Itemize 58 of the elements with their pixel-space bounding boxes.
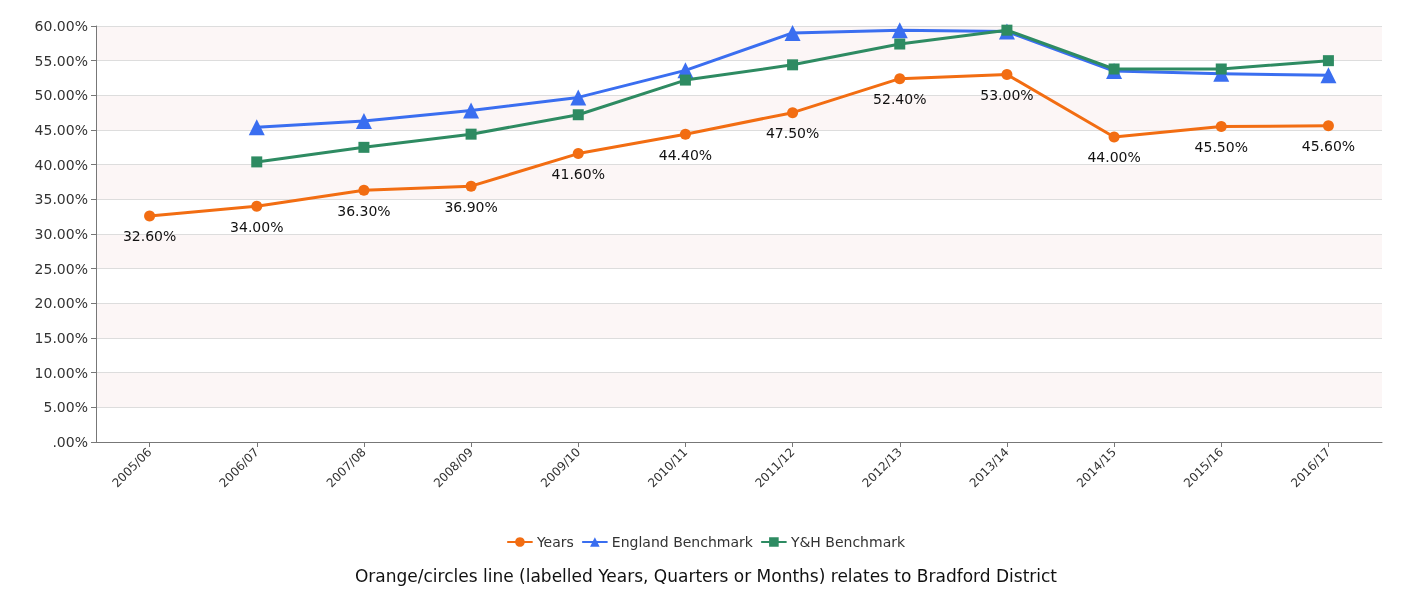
y-tick-label: 20.00%	[34, 295, 88, 312]
point	[679, 74, 691, 86]
y-tick-label: 10.00%	[34, 364, 88, 381]
text: Orange/circles line (labelled Years, Quarters or Months) relates to Bradford District	[354, 565, 1058, 586]
point	[679, 128, 691, 140]
data-label: 45.60%	[1301, 138, 1356, 155]
point	[465, 180, 477, 192]
data-label: 36.90%	[444, 198, 498, 215]
point	[358, 141, 370, 153]
point	[1322, 120, 1334, 132]
data-label: 52.40%	[873, 91, 927, 108]
point	[1108, 131, 1120, 143]
point	[251, 156, 263, 168]
point	[894, 73, 906, 85]
point	[144, 210, 156, 222]
point	[570, 89, 587, 106]
y-tick-label: 45.00%	[34, 122, 88, 138]
point	[572, 148, 584, 160]
y-tick-label: 5.00%	[43, 399, 88, 416]
point	[358, 184, 370, 196]
point	[1215, 121, 1227, 133]
point	[1108, 63, 1120, 75]
point	[465, 128, 477, 140]
point	[1215, 63, 1227, 75]
point	[784, 24, 801, 41]
point	[251, 200, 263, 212]
data-label: 34.00%	[230, 218, 284, 235]
data-label: 41.60%	[551, 166, 605, 183]
point	[355, 112, 372, 129]
data-label: 47.50%	[765, 125, 820, 142]
point	[1001, 69, 1013, 81]
point	[787, 59, 799, 71]
y-tick-label: 40.00%	[34, 156, 88, 173]
legend-label: Years	[535, 534, 574, 550]
data-label: 45.50%	[1194, 139, 1248, 156]
point	[572, 109, 584, 121]
data-label: 53.00%	[980, 87, 1034, 104]
point	[891, 22, 908, 39]
data-label: 44.40%	[658, 146, 713, 163]
point	[463, 102, 480, 119]
y-tick-label: .00%	[52, 434, 88, 450]
point	[1320, 67, 1337, 84]
y-tick-label: 25.00%	[34, 260, 88, 277]
y-tick-label: 15.00%	[34, 330, 88, 346]
point	[1322, 55, 1334, 67]
y-tick-label: 50.00%	[34, 87, 88, 104]
legend-label: England Benchmark	[611, 534, 754, 550]
y-tick-label: 55.00%	[34, 52, 88, 69]
y-tick-label: 30.00%	[34, 226, 88, 242]
y-tick-label: 60.00%	[34, 18, 88, 34]
point	[787, 107, 799, 119]
data-label: 32.60%	[122, 228, 177, 245]
data-label: 36.30%	[337, 202, 391, 219]
y-tick-label: 35.00%	[34, 191, 88, 208]
legend-label: Y&H Benchmark	[789, 534, 906, 550]
data-label: 44.00%	[1087, 149, 1141, 166]
point	[894, 38, 906, 50]
point	[248, 119, 265, 136]
